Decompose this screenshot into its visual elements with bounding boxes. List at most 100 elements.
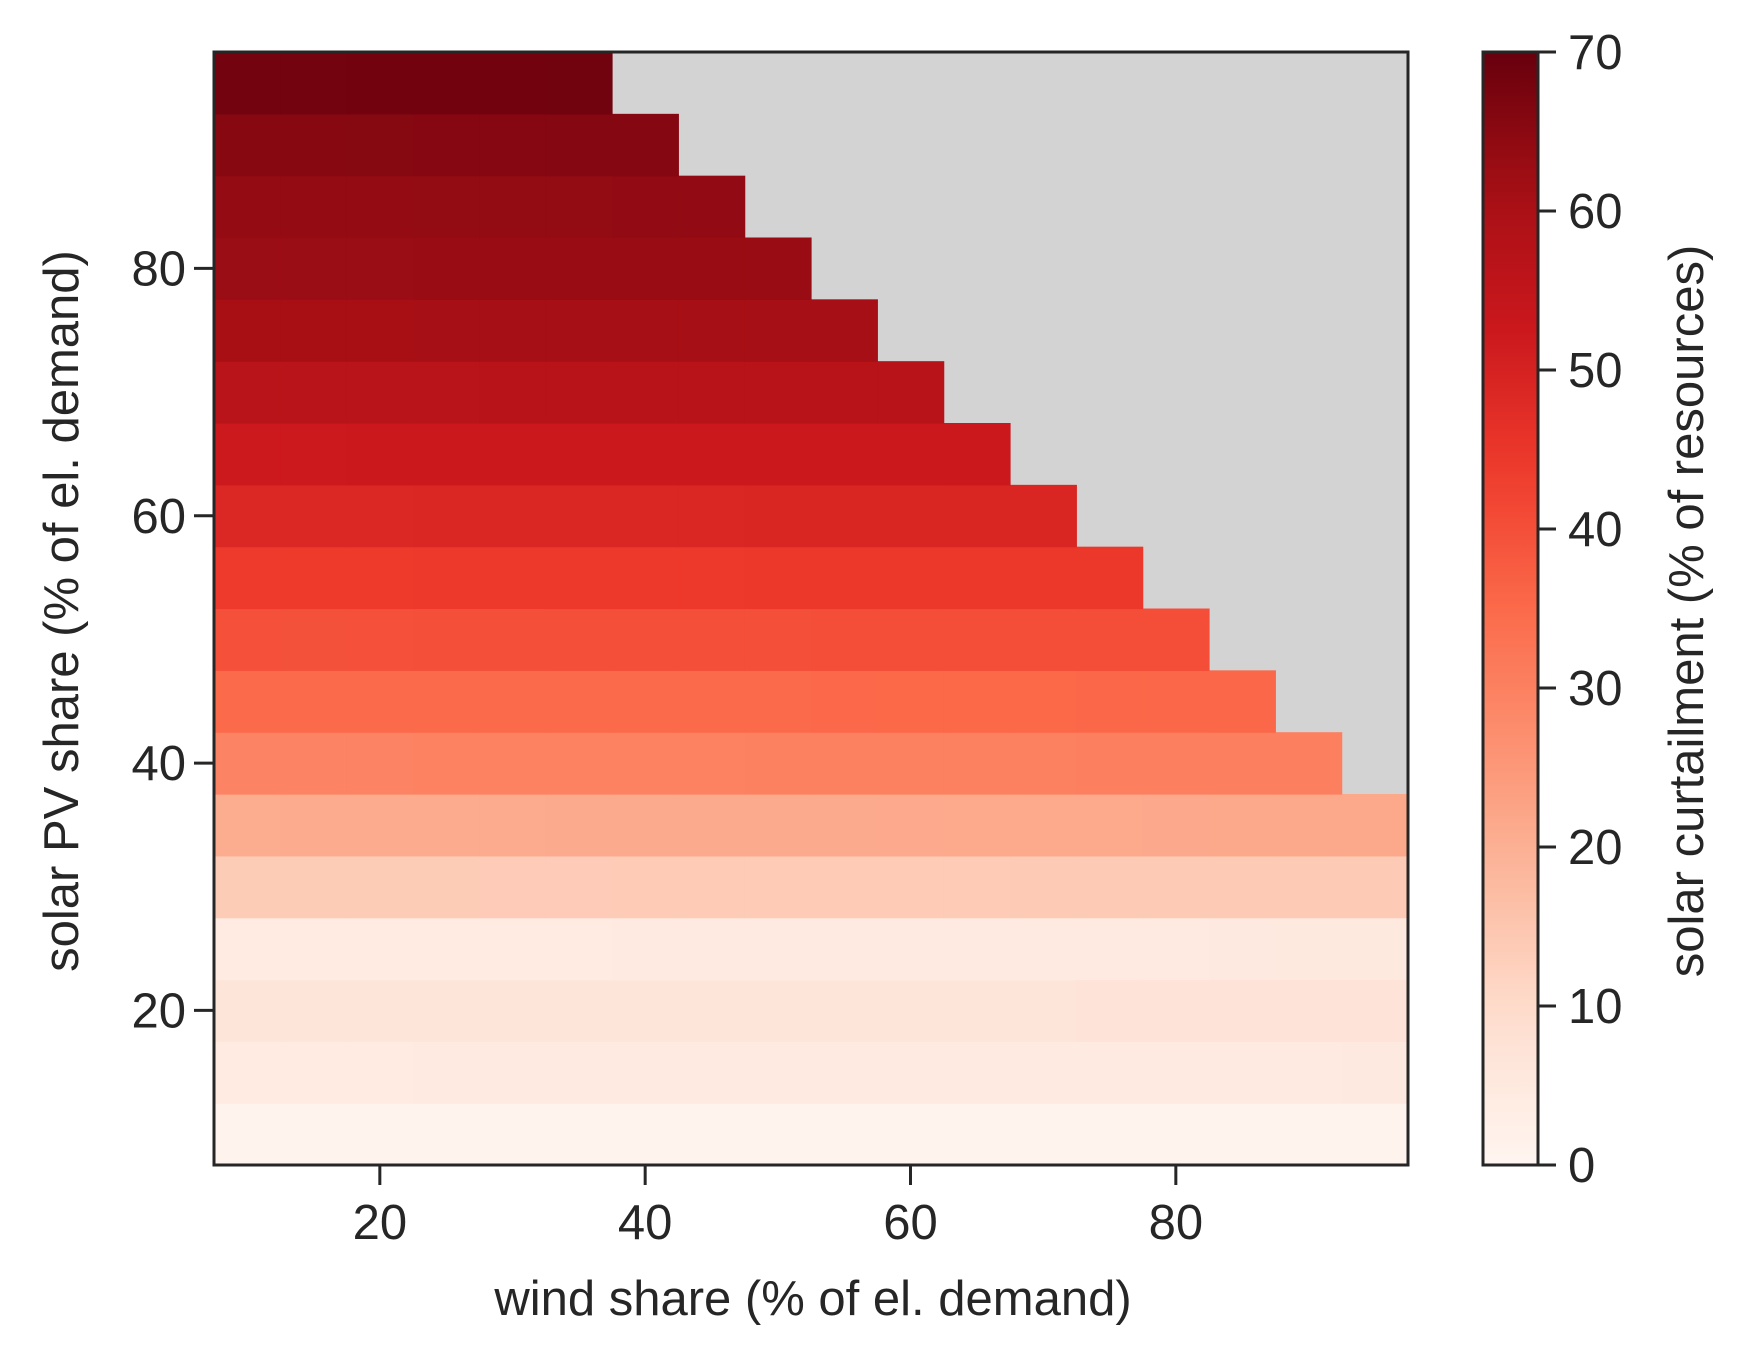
heatmap-cell bbox=[214, 52, 281, 115]
heatmap-cell bbox=[346, 52, 414, 115]
heatmap-cell bbox=[612, 113, 679, 177]
heatmap-cell bbox=[877, 484, 945, 548]
heatmap-cell bbox=[346, 361, 414, 424]
heatmap-cell bbox=[877, 608, 945, 671]
heatmap-cell bbox=[1142, 855, 1210, 919]
heatmap-cell bbox=[1142, 979, 1210, 1042]
heatmap-cell bbox=[943, 979, 1011, 1042]
y-tick-label: 40 bbox=[131, 737, 186, 791]
plot-frame bbox=[212, 50, 1410, 1167]
heatmap-cell bbox=[280, 1041, 348, 1104]
heatmap-cell bbox=[744, 732, 812, 795]
heatmap-cell bbox=[678, 361, 746, 424]
heatmap-cell bbox=[612, 1103, 679, 1166]
heatmap-cell bbox=[413, 917, 480, 981]
heatmap-cell bbox=[744, 299, 812, 362]
heatmap-cell bbox=[1010, 1103, 1077, 1166]
heatmap-cell bbox=[1142, 1103, 1210, 1166]
heatmap-cell bbox=[413, 113, 480, 177]
heatmap-cell bbox=[479, 855, 547, 919]
heatmap-cell bbox=[811, 1103, 878, 1166]
heatmap-cell bbox=[943, 608, 1011, 671]
heatmap-cell bbox=[1275, 1103, 1343, 1166]
heatmap-cell bbox=[744, 484, 812, 548]
heatmap-cell bbox=[612, 546, 679, 610]
heatmap-cell bbox=[1076, 855, 1144, 919]
heatmap-cell bbox=[1142, 794, 1210, 857]
heatmap-cell bbox=[346, 670, 414, 733]
heatmap-cell bbox=[413, 1103, 480, 1166]
heatmap-cell bbox=[943, 1041, 1011, 1104]
heatmap-cell bbox=[280, 917, 348, 981]
heatmap-cell bbox=[744, 237, 812, 300]
heatmap-cell bbox=[346, 608, 414, 671]
heatmap-cell bbox=[678, 423, 746, 486]
heatmap-cell bbox=[214, 794, 281, 857]
heatmap-cell bbox=[479, 794, 547, 857]
heatmap-cell bbox=[545, 175, 613, 239]
heatmap-cell bbox=[877, 546, 945, 610]
heatmap-cell bbox=[280, 855, 348, 919]
heatmap-cell bbox=[479, 175, 547, 239]
colorbar-tick-label: 70 bbox=[1568, 26, 1623, 80]
heatmap-cell bbox=[612, 299, 679, 362]
heatmap-cell bbox=[744, 1041, 812, 1104]
heatmap-cell bbox=[413, 484, 480, 548]
heatmap-cell bbox=[744, 979, 812, 1042]
heatmap-cell bbox=[1341, 979, 1409, 1042]
heatmap-cell bbox=[811, 484, 878, 548]
heatmap-cell bbox=[612, 1041, 679, 1104]
heatmap-cell bbox=[744, 608, 812, 671]
heatmap-cell bbox=[280, 1103, 348, 1166]
heatmap-cell bbox=[346, 1103, 414, 1166]
colorbar-tick-label: 50 bbox=[1568, 344, 1623, 398]
heatmap-cell bbox=[1010, 546, 1077, 610]
heatmap-cell bbox=[545, 113, 613, 177]
heatmap-cell bbox=[877, 917, 945, 981]
heatmap-cell bbox=[811, 423, 878, 486]
heatmap-cell bbox=[943, 670, 1011, 733]
heatmap-cell bbox=[811, 299, 878, 362]
heatmap-cell bbox=[214, 855, 281, 919]
heatmap-cell bbox=[1209, 794, 1276, 857]
colorbar-tick-label: 60 bbox=[1568, 185, 1623, 239]
heatmap-cell bbox=[413, 546, 480, 610]
heatmap-cell bbox=[346, 732, 414, 795]
heatmap-cell bbox=[1142, 608, 1210, 671]
heatmap-cell bbox=[811, 794, 878, 857]
y-tick-label: 20 bbox=[131, 984, 186, 1038]
heatmap-cell bbox=[877, 732, 945, 795]
x-tick-label: 20 bbox=[353, 1196, 408, 1250]
heatmap-cell bbox=[545, 670, 613, 733]
heatmap-cell bbox=[1209, 917, 1276, 981]
heatmap-cell bbox=[413, 670, 480, 733]
heatmap-cell bbox=[545, 1103, 613, 1166]
heatmap-cell bbox=[1341, 1103, 1409, 1166]
heatmap-cell bbox=[479, 484, 547, 548]
heatmap-cell bbox=[678, 175, 746, 239]
heatmap-cell bbox=[346, 299, 414, 362]
heatmap-cell bbox=[1275, 1041, 1343, 1104]
heatmap-cell bbox=[678, 484, 746, 548]
heatmap-cell bbox=[413, 855, 480, 919]
heatmap-cell bbox=[214, 175, 281, 239]
heatmap-cell bbox=[479, 732, 547, 795]
heatmap-cell bbox=[612, 423, 679, 486]
heatmap-cell bbox=[1076, 1041, 1144, 1104]
heatmap-cell bbox=[214, 546, 281, 610]
heatmap-cell bbox=[811, 732, 878, 795]
heatmap-cell bbox=[1010, 484, 1077, 548]
y-tick-label: 60 bbox=[131, 490, 186, 544]
heatmap-cell bbox=[744, 917, 812, 981]
heatmap-cell bbox=[479, 113, 547, 177]
heatmap-cell bbox=[1209, 855, 1276, 919]
heatmap-cell bbox=[479, 546, 547, 610]
heatmap-cell bbox=[413, 608, 480, 671]
heatmap-cell bbox=[612, 484, 679, 548]
heatmap-cell bbox=[1341, 1041, 1409, 1104]
heatmap-cell bbox=[877, 855, 945, 919]
heatmap-cell bbox=[612, 917, 679, 981]
colorbar-gradient bbox=[1481, 50, 1540, 1167]
heatmap-cell bbox=[678, 979, 746, 1042]
heatmap-cell bbox=[678, 917, 746, 981]
